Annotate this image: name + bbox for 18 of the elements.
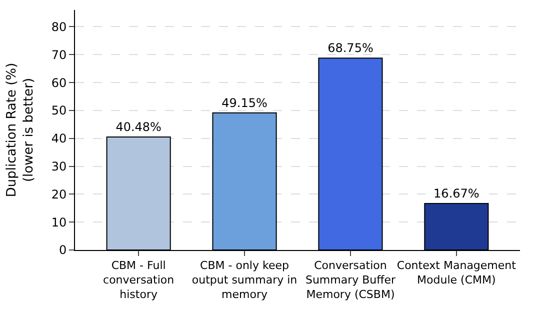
x-tick-label: Context Management Module (CMM) — [396, 259, 517, 286]
data-label: 40.48% — [116, 120, 162, 134]
y-tick-label: 70 — [51, 48, 67, 62]
x-tick-label: CBM - Full conversation history — [103, 259, 174, 301]
y-tick-label: 0 — [58, 243, 67, 258]
y-tick-label: 80 — [51, 20, 67, 34]
data-label: 68.75% — [328, 41, 374, 56]
x-tick-label: Conversation Summary Buffer Memory (CSBM) — [305, 259, 396, 301]
y-tick-label: 40 — [51, 132, 67, 146]
data-label: 49.15% — [222, 96, 268, 110]
data-label: 16.67% — [434, 186, 480, 200]
y-tick-label: 30 — [51, 159, 67, 174]
y-tick-label: 60 — [51, 76, 67, 90]
y-axis-title: Duplication Rate (%) (lower is better) — [4, 62, 36, 198]
y-tick-label: 20 — [51, 187, 67, 202]
x-tick-label: CBM - only keep output summary in memory — [192, 259, 298, 301]
y-tick-label: 10 — [51, 215, 67, 230]
y-tick-label: 50 — [51, 104, 67, 118]
